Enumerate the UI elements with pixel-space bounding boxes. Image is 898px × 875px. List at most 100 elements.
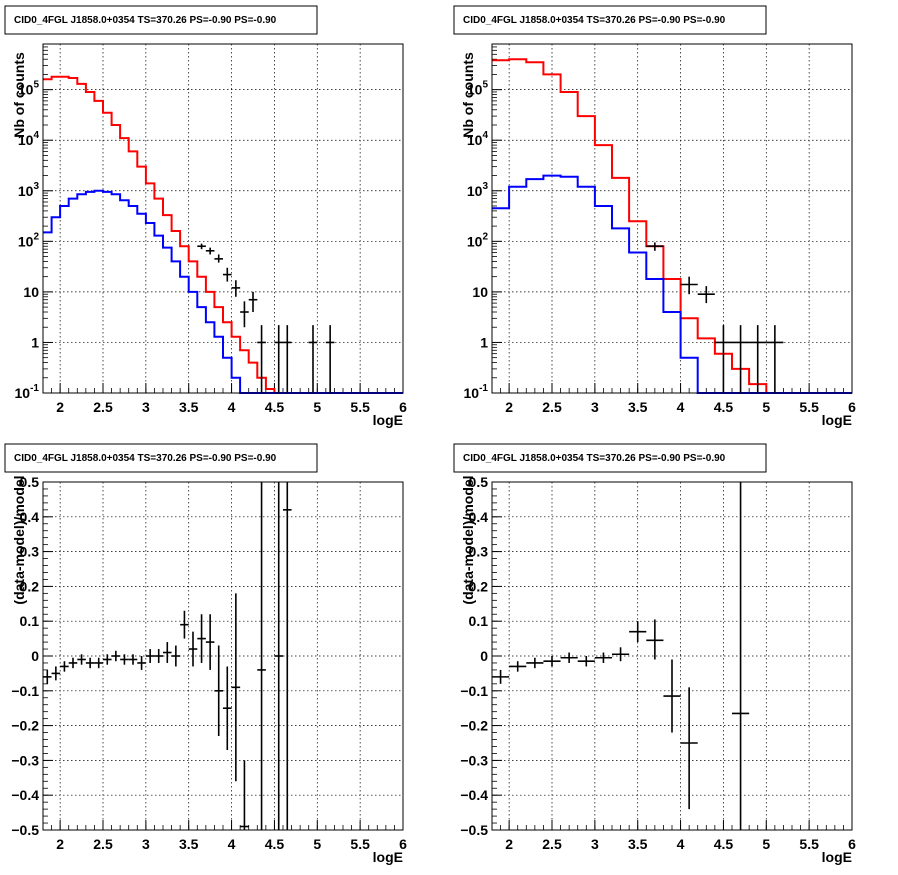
y-tick-label: 0	[480, 648, 488, 664]
x-tick-label: 4	[228, 399, 236, 415]
y-tick-exponent: 3	[482, 181, 488, 192]
y-axis-label: Nb of counts	[11, 52, 27, 138]
y-tick-base: 10	[18, 82, 34, 98]
x-tick-label: 4	[677, 399, 685, 415]
y-tick-label: 10	[472, 284, 488, 300]
y-tick-label: 1	[31, 334, 39, 350]
x-tick-label: 5	[762, 399, 770, 415]
y-tick-base: 10	[18, 183, 34, 199]
data-point	[60, 661, 69, 672]
y-tick-label: 104	[467, 130, 489, 148]
x-axis-label: logE	[373, 849, 403, 865]
y-tick-label: 0.5	[469, 474, 489, 490]
data-point	[94, 657, 103, 669]
y-tick-base: 10	[464, 385, 480, 401]
x-axis-label: logE	[822, 412, 852, 428]
chart-title: CID0_4FGL J1858.0+0354 TS=370.26 PS=-0.9…	[14, 453, 277, 464]
data-point	[308, 325, 318, 393]
data-point	[680, 687, 698, 810]
x-tick-label: 2.5	[542, 399, 562, 415]
data-point	[629, 621, 647, 643]
data-point	[663, 659, 681, 733]
y-tick-exponent: 4	[482, 130, 488, 141]
data-point	[646, 619, 664, 660]
y-tick-label: 102	[467, 231, 489, 249]
x-tick-label: 5.5	[799, 836, 819, 852]
x-tick-label: 6	[848, 836, 856, 852]
x-tick-label: 4.5	[265, 836, 285, 852]
plot-frame	[491, 43, 853, 394]
x-tick-label: 4	[228, 836, 236, 852]
data-point	[231, 593, 241, 782]
data-point	[560, 652, 578, 663]
y-tick-base: 10	[15, 385, 31, 401]
x-tick-label: 3	[142, 836, 150, 852]
y-tick-label: 0.3	[469, 544, 489, 560]
y-tick-label: −0.3	[11, 752, 39, 768]
x-tick-label: 3.5	[628, 836, 648, 852]
y-tick-label: 104	[18, 130, 40, 148]
data-point	[231, 280, 241, 297]
y-tick-label: −0.5	[460, 822, 488, 838]
data-point	[248, 291, 258, 313]
data-point	[283, 325, 292, 393]
data-point	[492, 669, 510, 684]
data-point	[749, 325, 767, 393]
data-point	[577, 656, 595, 667]
y-tick-exponent: -1	[479, 383, 488, 394]
x-tick-label: 6	[848, 399, 856, 415]
x-tick-label: 2	[505, 399, 513, 415]
y-tick-label: −0.3	[460, 752, 488, 768]
data-point	[77, 654, 86, 665]
x-tick-label: 5	[762, 836, 770, 852]
chart-panel-1: 2 2.5 3 3.5 4 4.5 5 5.5 610-1110102103104105CID0…	[4, 5, 407, 428]
data-point	[128, 654, 138, 665]
x-tick-label: 6	[399, 399, 407, 415]
x-tick-label: 6	[399, 836, 407, 852]
y-tick-label: −0.4	[11, 787, 39, 803]
y-tick-label: 105	[18, 80, 40, 98]
data-point	[180, 610, 189, 639]
y-tick-label: 0	[31, 648, 39, 664]
x-tick-label: 3.5	[179, 836, 199, 852]
data-point	[205, 614, 215, 670]
data-point	[594, 652, 612, 663]
x-tick-label: 2.5	[93, 836, 113, 852]
x-tick-label: 2.5	[93, 399, 113, 415]
x-tick-label: 4	[677, 836, 685, 852]
y-tick-label: −0.2	[460, 718, 488, 734]
y-tick-label: 0.1	[20, 613, 40, 629]
data-point	[732, 325, 750, 393]
y-tick-label: 10-1	[464, 383, 489, 401]
y-tick-exponent: 2	[482, 231, 488, 242]
x-tick-label: 4.5	[265, 399, 285, 415]
data-point	[646, 242, 664, 251]
x-tick-label: 3	[142, 399, 150, 415]
title-box	[453, 443, 767, 473]
x-axis-label: logE	[373, 412, 403, 428]
data-point	[120, 654, 129, 665]
data-point	[526, 657, 544, 669]
data-point	[205, 247, 215, 255]
y-tick-label: 1	[480, 334, 488, 350]
y-tick-label: 10	[23, 284, 39, 300]
y-tick-label: −0.1	[11, 683, 39, 699]
y-tick-label: −0.1	[460, 683, 488, 699]
y-tick-base: 10	[18, 233, 34, 249]
data-point	[51, 666, 61, 681]
chart-title: CID0_4FGL J1858.0+0354 TS=370.26 PS=-0.9…	[463, 453, 726, 464]
title-box	[453, 5, 767, 35]
title-box	[4, 443, 318, 473]
y-tick-label: 105	[467, 80, 489, 98]
data-point	[68, 657, 78, 669]
data-point	[240, 301, 249, 328]
x-tick-label: 2	[56, 836, 64, 852]
data-point	[163, 642, 172, 663]
y-tick-label: 103	[18, 181, 40, 199]
data-point	[543, 656, 561, 667]
data-point	[223, 267, 232, 282]
data-point	[714, 325, 732, 393]
y-tick-base: 10	[18, 132, 34, 148]
data-point	[240, 760, 249, 830]
data-point	[85, 657, 95, 669]
